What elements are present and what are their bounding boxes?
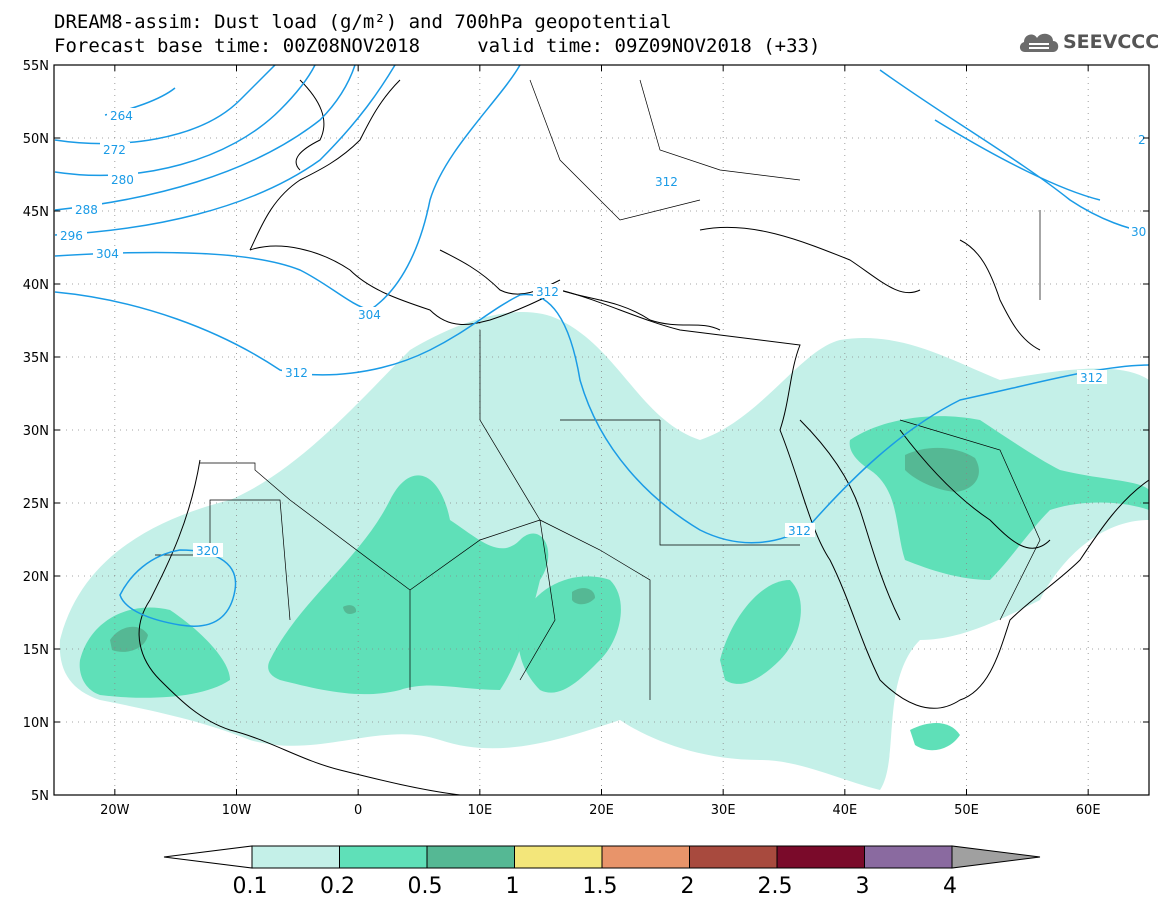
colorbar-segment bbox=[601, 845, 690, 869]
colorbar-label: 1.5 bbox=[583, 874, 618, 899]
contour-label-288: 288 bbox=[75, 203, 98, 217]
dust-fields bbox=[59, 312, 1149, 790]
colorbar-label: 2.5 bbox=[758, 874, 793, 899]
lon-label: 30E bbox=[711, 803, 736, 818]
latitude-labels: 55N 50N 45N 40N 35N 30N 25N 20N 15N 10N 5N bbox=[23, 59, 49, 804]
contour-label-320: 320 bbox=[196, 544, 219, 558]
colorbar-segment bbox=[339, 845, 428, 869]
colorbar-label: 1 bbox=[506, 874, 520, 899]
contour-label-296: 296 bbox=[60, 229, 83, 243]
coastlines bbox=[138, 79, 1149, 795]
longitude-labels: 20W 10W 0 10E 20E 30E 40E 50E 60E bbox=[100, 803, 1100, 818]
lon-label: 0 bbox=[354, 803, 362, 818]
contour-label-304b: 304 bbox=[358, 308, 381, 322]
title-line-2: Forecast base time: 00Z08NOV2018 valid t… bbox=[54, 35, 821, 57]
seevccc-logo: SEEVCCC bbox=[1017, 26, 1159, 58]
colorbar-high-arrow bbox=[951, 845, 1041, 869]
lon-label: 20W bbox=[100, 803, 130, 818]
contour-label-312b: 312 bbox=[536, 285, 559, 299]
colorbar-segment bbox=[426, 845, 515, 869]
colorbar-segment bbox=[251, 845, 340, 869]
colorbar-label: 3 bbox=[856, 874, 870, 899]
country-borders bbox=[155, 79, 1041, 700]
contour-label-312c: 312 bbox=[655, 175, 678, 189]
logo-text: SEEVCCC bbox=[1063, 31, 1160, 53]
contour-label-312e: 312 bbox=[1080, 371, 1103, 385]
dust-level-dark bbox=[110, 447, 979, 652]
lon-label: 10W bbox=[222, 803, 252, 818]
cloud-icon bbox=[1019, 33, 1059, 52]
contour-label-30x: 30 bbox=[1131, 225, 1146, 239]
contour-label-312d: 312 bbox=[788, 524, 811, 538]
lat-label: 55N bbox=[23, 59, 49, 74]
colorbar-low-arrow bbox=[163, 845, 253, 869]
lat-label: 35N bbox=[23, 351, 49, 366]
colorbar-segment bbox=[689, 845, 778, 869]
contour-labels: 264 272 280 288 296 304 304 312 312 312 … bbox=[57, 108, 1149, 558]
lat-label: 50N bbox=[23, 132, 49, 147]
contour-label-2x: 2 bbox=[1138, 133, 1146, 147]
title-line-1: DREAM8-assim: Dust load (g/m²) and 700hP… bbox=[54, 11, 672, 33]
contour-label-272: 272 bbox=[103, 143, 126, 157]
lat-label: 10N bbox=[23, 716, 49, 731]
lat-label: 5N bbox=[31, 789, 49, 804]
colorbar-segment bbox=[864, 845, 953, 869]
contour-label-304: 304 bbox=[96, 247, 119, 261]
lon-label: 50E bbox=[954, 803, 979, 818]
contour-label-280: 280 bbox=[111, 173, 134, 187]
colorbar-label: 2 bbox=[681, 874, 695, 899]
colorbar-label: 0.5 bbox=[408, 874, 443, 899]
graticule bbox=[54, 65, 1149, 795]
colorbar-label: 4 bbox=[943, 874, 957, 899]
axis-ticks bbox=[54, 64, 1149, 796]
lat-label: 15N bbox=[23, 643, 49, 658]
colorbar-segment bbox=[514, 845, 603, 869]
colorbar-label: 0.1 bbox=[233, 874, 268, 899]
lat-label: 40N bbox=[23, 278, 49, 293]
lat-label: 20N bbox=[23, 570, 49, 585]
lon-label: 10E bbox=[467, 803, 492, 818]
lat-label: 45N bbox=[23, 205, 49, 220]
colorbar-segment bbox=[776, 845, 865, 869]
lon-label: 40E bbox=[832, 803, 857, 818]
colorbar-label: 0.2 bbox=[320, 874, 355, 899]
lat-label: 30N bbox=[23, 424, 49, 439]
contour-label-312a: 312 bbox=[285, 366, 308, 380]
contour-label-264: 264 bbox=[110, 109, 133, 123]
lon-label: 20E bbox=[589, 803, 614, 818]
colorbar: 0.1 0.2 0.5 1 1.5 2 2.5 3 4 bbox=[163, 845, 1041, 899]
lat-label: 25N bbox=[23, 497, 49, 512]
lon-label: 60E bbox=[1076, 803, 1101, 818]
